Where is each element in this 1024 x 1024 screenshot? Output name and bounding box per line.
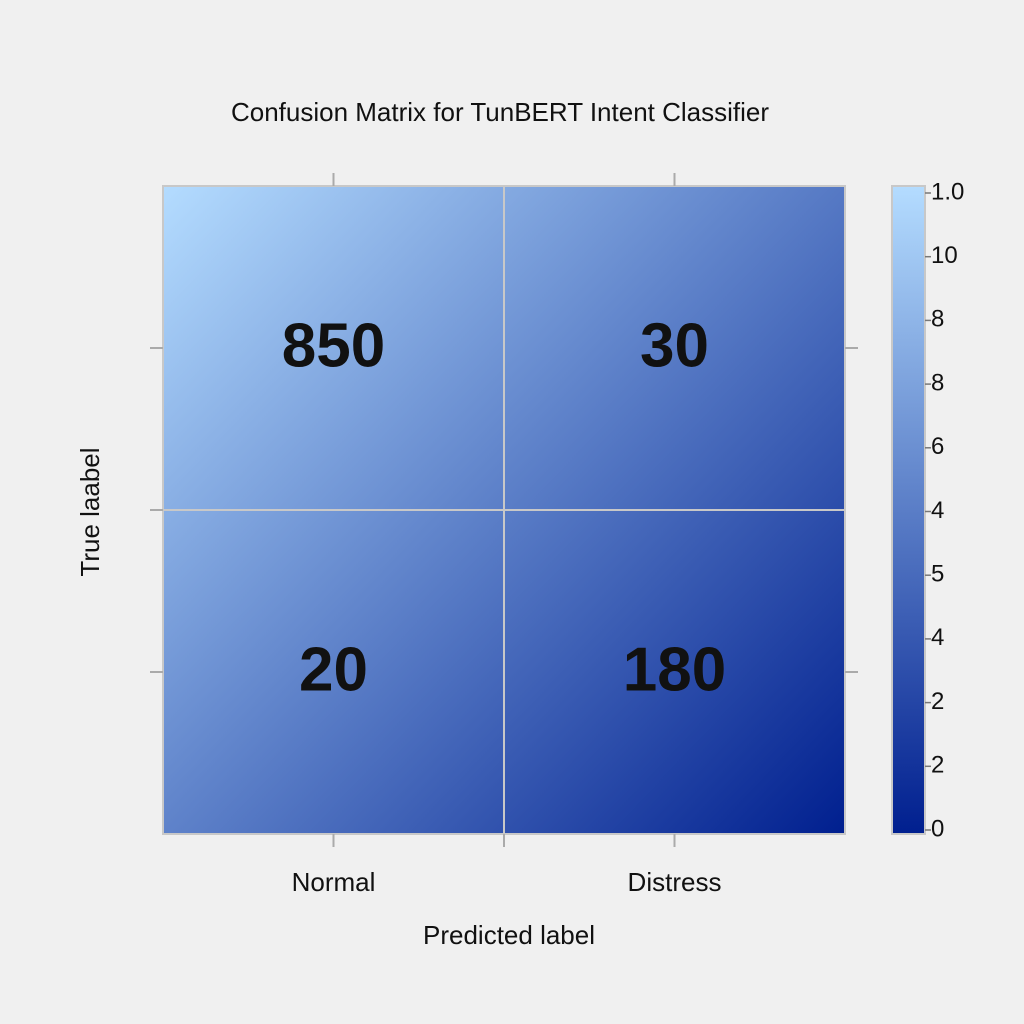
chart-title: Confusion Matrix for TunBERT Intent Clas…: [231, 97, 769, 127]
cell-label: 30: [640, 311, 709, 380]
cell-label: 180: [623, 635, 726, 704]
colorbar-tick-label: 8: [931, 306, 944, 333]
colorbar-tick-label: 1.0: [931, 178, 964, 205]
cell: [162, 509, 505, 835]
cell-label: 20: [299, 635, 368, 704]
colorbar-tick-label: 0: [931, 815, 944, 842]
colorbar-tick-label: 10: [931, 242, 958, 269]
colorbar-tick-label: 8: [931, 369, 944, 396]
colorbar-tick-label: 5: [931, 561, 944, 588]
cell: [162, 185, 505, 511]
x-tick-label: Normal: [292, 867, 376, 897]
colorbar-tick-label: 4: [931, 624, 944, 651]
cell-label: 850: [282, 311, 385, 380]
colorbar: [891, 185, 926, 835]
y-axis-label: True laabel: [75, 447, 105, 576]
x-tick-label: Distress: [628, 867, 722, 897]
colorbar-tick-label: 4: [931, 497, 944, 524]
colorbar-tick-label: 6: [931, 433, 944, 460]
colorbar-tick-label: 2: [931, 752, 944, 779]
colorbar-tick-label: 2: [931, 688, 944, 715]
cell: [503, 509, 846, 835]
x-axis-label: Predicted label: [423, 920, 595, 950]
